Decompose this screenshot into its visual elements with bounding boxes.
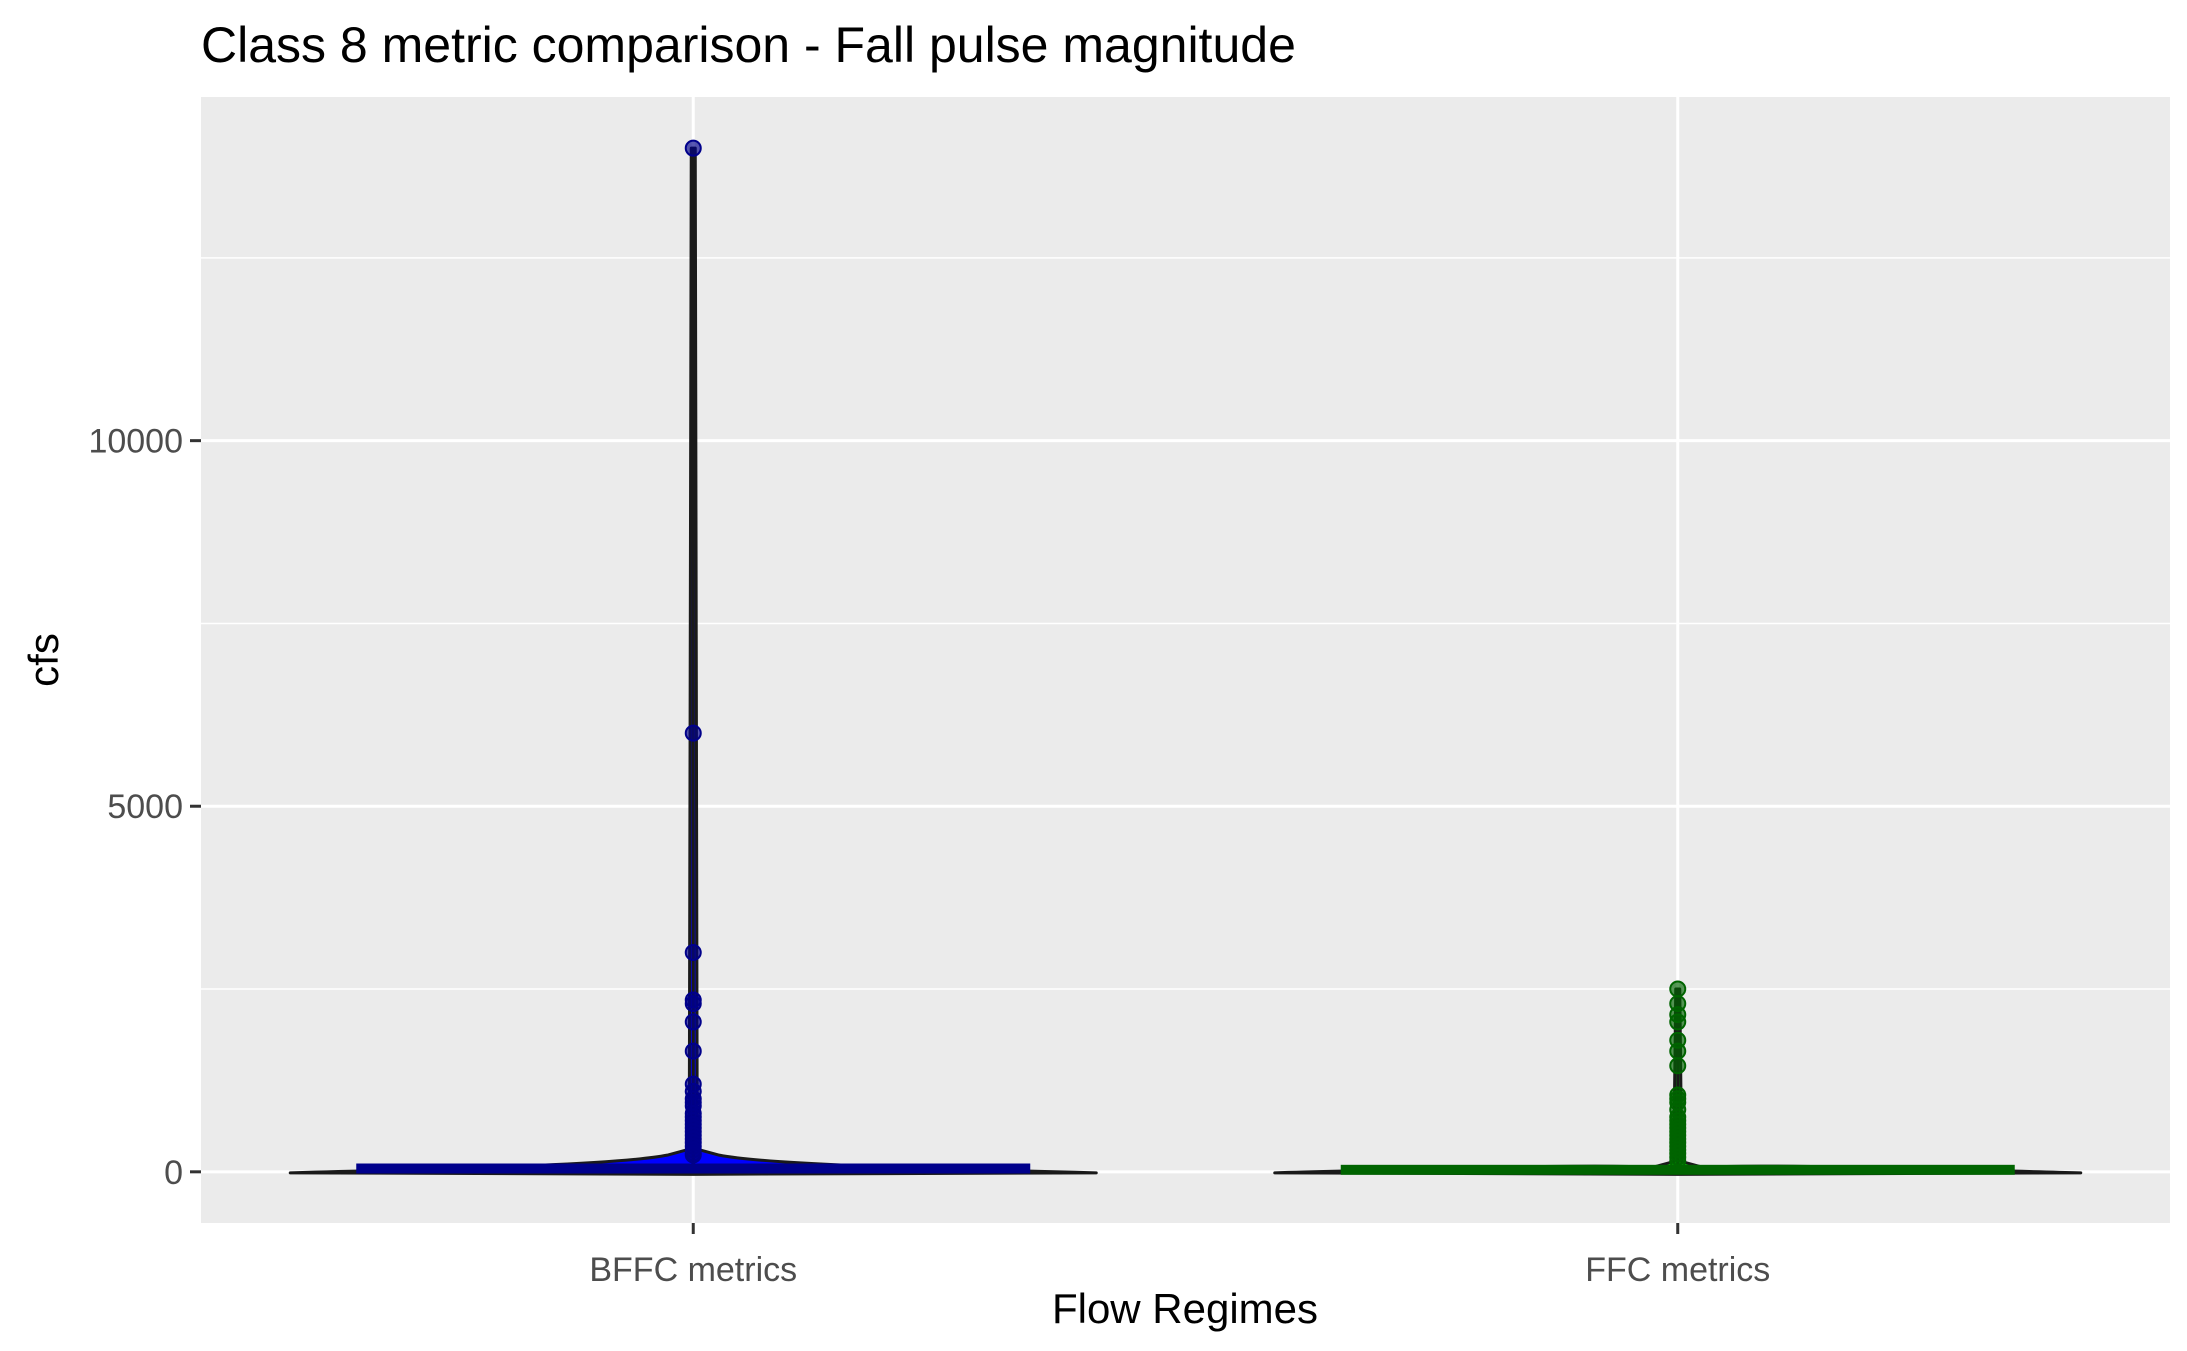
outlier-point: [684, 943, 702, 961]
outlier-point: [684, 1013, 702, 1031]
chart-title: Class 8 metric comparison - Fall pulse m…: [201, 17, 1296, 73]
violins: [288, 139, 2083, 1176]
plot-panel: [201, 97, 2170, 1223]
x-tick-label: BFFC metrics: [589, 1251, 797, 1289]
x-tick-label: FFC metrics: [1585, 1251, 1770, 1289]
y-axis: 0 5000 10000: [88, 423, 201, 1192]
y-axis-title: cfs: [20, 633, 67, 687]
minor-gridlines: [201, 257, 2170, 990]
x-axis: BFFC metrics FFC metrics: [589, 1223, 1770, 1289]
outlier-point: [1669, 1152, 1687, 1170]
outlier-point: [1669, 1013, 1687, 1031]
outlier-point: [684, 724, 702, 742]
outlier-point: [684, 995, 702, 1013]
outlier-point: [684, 139, 702, 157]
y-tick-label: 5000: [107, 788, 183, 826]
x-axis-title: Flow Regimes: [1052, 1285, 1318, 1332]
y-tick-label: 10000: [88, 423, 183, 461]
outlier-point: [1669, 1057, 1687, 1075]
outlier-point: [1669, 1042, 1687, 1060]
y-tick-label: 0: [164, 1154, 183, 1192]
violin-group: [1273, 980, 2083, 1176]
outlier-point: [1669, 980, 1687, 998]
violin-group: [288, 139, 1098, 1176]
outlier-point: [684, 1042, 702, 1060]
outlier-point: [684, 1146, 702, 1164]
